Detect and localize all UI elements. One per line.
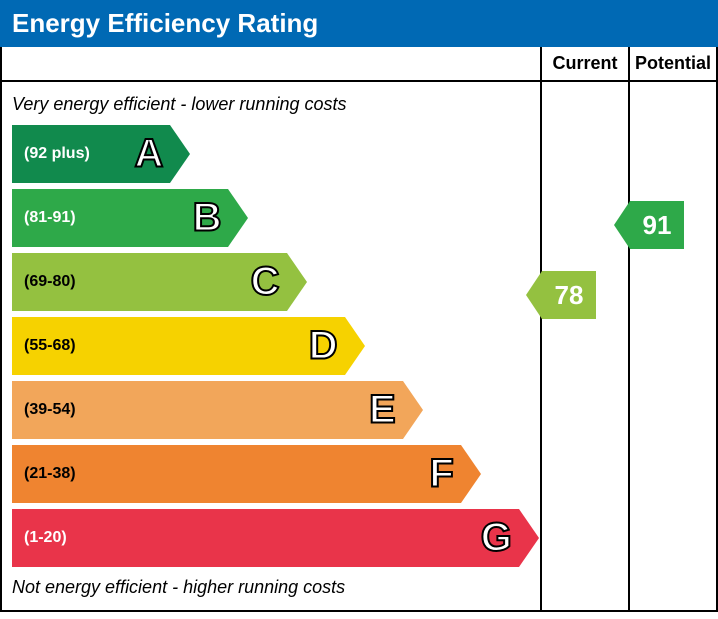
header-potential: Potential (628, 47, 716, 80)
band-arrow-icon (461, 445, 481, 503)
band-b: (81-91) B (12, 189, 540, 247)
band-arrow-icon (403, 381, 423, 439)
epc-chart: Energy Efficiency Rating Current Potenti… (0, 0, 718, 619)
band-letter: F (429, 452, 454, 497)
band-g: (1-20) G (12, 509, 540, 567)
band-range: (55-68) (12, 337, 76, 355)
band-letter: D (309, 324, 339, 369)
band-range: (81-91) (12, 209, 76, 227)
band-bar: (69-80) C (12, 253, 287, 311)
current-pointer-arrow-icon (526, 271, 542, 319)
body-row: Very energy efficient - lower running co… (2, 82, 716, 610)
band-e: (39-54) E (12, 381, 540, 439)
band-bar: (39-54) E (12, 381, 403, 439)
band-range: (69-80) (12, 273, 76, 291)
band-letter: G (481, 516, 513, 561)
band-letter: B (193, 196, 223, 241)
band-arrow-icon (170, 125, 190, 183)
header-current: Current (540, 47, 628, 80)
band-bar: (21-38) F (12, 445, 461, 503)
band-bar: (1-20) G (12, 509, 519, 567)
band-a: (92 plus) A (12, 125, 540, 183)
band-bar: (81-91) B (12, 189, 228, 247)
band-letter: C (251, 260, 281, 305)
chart-title: Energy Efficiency Rating (12, 8, 318, 38)
band-range: (92 plus) (12, 145, 90, 163)
band-range: (21-38) (12, 465, 76, 483)
band-bar: (55-68) D (12, 317, 345, 375)
note-top: Very energy efficient - lower running co… (2, 90, 540, 119)
potential-pointer-arrow-icon (614, 201, 630, 249)
band-arrow-icon (345, 317, 365, 375)
band-f: (21-38) F (12, 445, 540, 503)
band-bar: (92 plus) A (12, 125, 170, 183)
header-row: Current Potential (2, 47, 716, 82)
band-range: (1-20) (12, 529, 67, 547)
band-arrow-icon (287, 253, 307, 311)
chart-area: Current Potential Very energy efficient … (0, 47, 718, 612)
header-main-spacer (2, 47, 540, 80)
band-d: (55-68) D (12, 317, 540, 375)
band-range: (39-54) (12, 401, 76, 419)
potential-column: 91 (628, 82, 716, 610)
band-c: (69-80) C (12, 253, 540, 311)
band-letter: A (135, 132, 165, 177)
potential-pointer: 91 (614, 201, 684, 249)
title-bar: Energy Efficiency Rating (0, 0, 718, 47)
band-arrow-icon (519, 509, 539, 567)
bands-column: Very energy efficient - lower running co… (2, 82, 540, 610)
band-letter: E (369, 388, 397, 433)
note-bottom: Not energy efficient - higher running co… (2, 573, 540, 602)
current-pointer: 78 (526, 271, 596, 319)
band-arrow-icon (228, 189, 248, 247)
potential-pointer-value: 91 (630, 201, 684, 249)
current-column: 78 (540, 82, 628, 610)
current-pointer-value: 78 (542, 271, 596, 319)
